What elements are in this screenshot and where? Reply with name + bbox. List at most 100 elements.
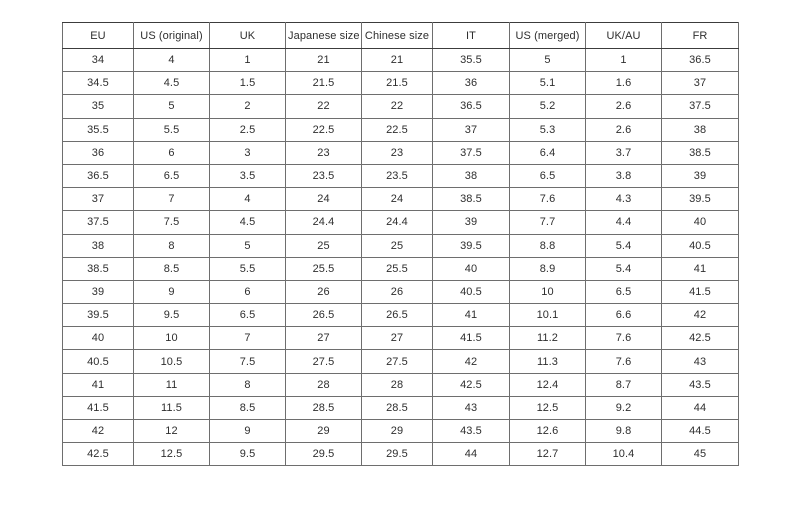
table-row: 38.5 8.5 5.5 25.5 25.5 40 8.9 5.4 41	[62, 256, 739, 281]
size-cell: 37	[62, 187, 134, 212]
size-cell: 1.6	[585, 71, 662, 96]
size-cell: 8	[133, 233, 210, 258]
size-cell: 24	[285, 187, 362, 212]
size-cell: 23	[285, 140, 362, 165]
size-cell: 6.6	[585, 303, 662, 328]
size-cell: 4.5	[209, 210, 286, 235]
size-cell: 5.4	[585, 233, 662, 258]
size-cell: 42	[432, 349, 510, 374]
size-cell: 40	[432, 256, 510, 281]
size-cell: 40	[661, 210, 739, 235]
size-cell: 3.8	[585, 163, 662, 189]
size-cell: 37.5	[432, 140, 510, 165]
size-cell: 12.7	[509, 442, 586, 467]
table-body: 34 4 1 21 21 35.5 5 1 36.5 34.5 4.5 1.5 21.5 21.5 36 5.…	[62, 47, 739, 467]
size-cell: 44	[661, 395, 739, 421]
table-row: 37 7 4 24 24 38.5 7.6 4.3 39.5	[62, 187, 739, 212]
size-cell: 5	[509, 47, 586, 73]
size-cell: 5.4	[585, 256, 662, 281]
size-cell: 5.2	[509, 94, 586, 119]
size-cell: 3.7	[585, 140, 662, 165]
size-cell: 25	[285, 233, 362, 258]
size-cell: 7.7	[509, 210, 586, 235]
size-cell: 7.6	[509, 187, 586, 212]
size-cell: 38	[661, 117, 739, 142]
column-header-us-merged: US (merged)	[509, 22, 586, 49]
size-cell: 42.5	[62, 442, 134, 467]
size-cell: 7	[209, 326, 286, 351]
size-cell: 36	[432, 71, 510, 96]
size-cell: 5.1	[509, 71, 586, 96]
size-cell: 26.5	[361, 303, 433, 328]
size-cell: 4	[209, 187, 286, 212]
size-cell: 7.6	[585, 326, 662, 351]
size-cell: 9.5	[209, 442, 286, 467]
size-cell: 34.5	[62, 71, 134, 96]
size-cell: 4.4	[585, 210, 662, 235]
size-cell: 2.6	[585, 94, 662, 119]
size-cell: 7.6	[585, 349, 662, 374]
size-cell: 1	[209, 47, 286, 73]
size-cell: 24	[361, 187, 433, 212]
size-cell: 40.5	[432, 279, 510, 305]
size-cell: 44	[432, 442, 510, 467]
size-cell: 3.5	[209, 163, 286, 189]
table-row: 40.5 10.5 7.5 27.5 27.5 42 11.3 7.6 43	[62, 349, 739, 374]
size-cell: 26.5	[285, 303, 362, 328]
table-row: 35.5 5.5 2.5 22.5 22.5 37 5.3 2.6 38	[62, 117, 739, 142]
size-cell: 4.3	[585, 187, 662, 212]
table-row: 41 11 8 28 28 42.5 12.4 8.7 43.5	[62, 372, 739, 397]
size-cell: 8.5	[209, 395, 286, 421]
size-cell: 27	[285, 326, 362, 351]
size-cell: 26	[361, 279, 433, 305]
size-cell: 26	[285, 279, 362, 305]
size-cell: 41.5	[432, 326, 510, 351]
column-header-eu: EU	[62, 22, 134, 49]
size-cell: 5.3	[509, 117, 586, 142]
table-row: 42 12 9 29 29 43.5 12.6 9.8 44.5	[62, 418, 739, 444]
size-cell: 42	[62, 418, 134, 444]
size-cell: 23	[361, 140, 433, 165]
size-cell: 6	[209, 279, 286, 305]
size-cell: 43.5	[661, 372, 739, 397]
size-cell: 44.5	[661, 418, 739, 444]
size-cell: 39	[432, 210, 510, 235]
table-row: 34 4 1 21 21 35.5 5 1 36.5	[62, 47, 739, 73]
size-cell: 9.5	[133, 303, 210, 328]
size-cell: 38.5	[661, 140, 739, 165]
size-cell: 24.4	[285, 210, 362, 235]
size-cell: 21	[285, 47, 362, 73]
table-row: 36 6 3 23 23 37.5 6.4 3.7 38.5	[62, 140, 739, 165]
size-cell: 1	[585, 47, 662, 73]
size-cell: 10	[133, 326, 210, 351]
table-header: EU US (original) UK Japanese size Chinese si…	[62, 22, 739, 49]
size-cell: 39	[62, 279, 134, 305]
size-cell: 22	[361, 94, 433, 119]
size-cell: 22.5	[361, 117, 433, 142]
column-header-japanese-size: Japanese size	[285, 22, 362, 49]
size-cell: 5	[133, 94, 210, 119]
table-row: 36.5 6.5 3.5 23.5 23.5 38 6.5 3.8 39	[62, 163, 739, 189]
size-cell: 25.5	[285, 256, 362, 281]
size-cell: 8.7	[585, 372, 662, 397]
size-cell: 10.1	[509, 303, 586, 328]
size-cell: 27.5	[361, 349, 433, 374]
size-cell: 12.4	[509, 372, 586, 397]
size-cell: 41.5	[661, 279, 739, 305]
size-cell: 11.3	[509, 349, 586, 374]
size-cell: 35	[62, 94, 134, 119]
size-cell: 37	[432, 117, 510, 142]
size-cell: 5.5	[209, 256, 286, 281]
size-cell: 41	[661, 256, 739, 281]
size-cell: 8.5	[133, 256, 210, 281]
size-cell: 39	[661, 163, 739, 189]
size-cell: 39.5	[661, 187, 739, 212]
size-cell: 12.5	[509, 395, 586, 421]
column-header-it: IT	[432, 22, 510, 49]
size-cell: 11.2	[509, 326, 586, 351]
size-cell: 21.5	[361, 71, 433, 96]
size-cell: 9	[209, 418, 286, 444]
size-cell: 34	[62, 47, 134, 73]
column-header-fr: FR	[661, 22, 739, 49]
